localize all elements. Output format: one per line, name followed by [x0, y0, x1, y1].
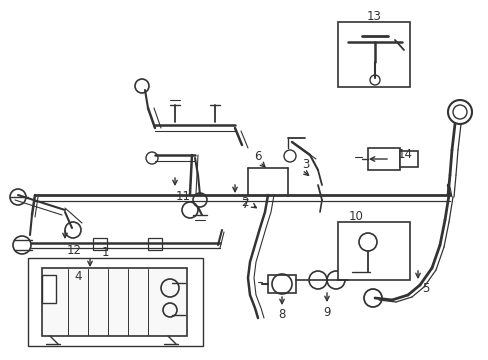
Text: 12: 12 [66, 243, 81, 256]
Text: 5: 5 [422, 282, 429, 294]
Text: 8: 8 [278, 309, 285, 321]
Text: 11: 11 [175, 190, 190, 203]
Bar [42, 275, 56, 303]
Bar [148, 238, 162, 250]
Bar [367, 148, 399, 170]
Text: 6: 6 [254, 149, 261, 162]
Bar [42, 268, 186, 336]
Bar [337, 22, 409, 87]
Text: 9: 9 [323, 306, 330, 319]
Text: 3: 3 [302, 158, 309, 171]
Bar [399, 151, 417, 167]
Bar [267, 275, 295, 293]
Text: 1: 1 [101, 246, 108, 258]
Text: 14: 14 [397, 148, 412, 162]
Text: 4: 4 [74, 270, 81, 283]
Text: 7: 7 [242, 198, 249, 211]
Text: 2: 2 [241, 195, 248, 208]
Bar [28, 258, 203, 346]
Text: 10: 10 [348, 210, 363, 222]
Text: 13: 13 [366, 9, 381, 22]
Bar [93, 238, 107, 250]
Bar [337, 222, 409, 280]
